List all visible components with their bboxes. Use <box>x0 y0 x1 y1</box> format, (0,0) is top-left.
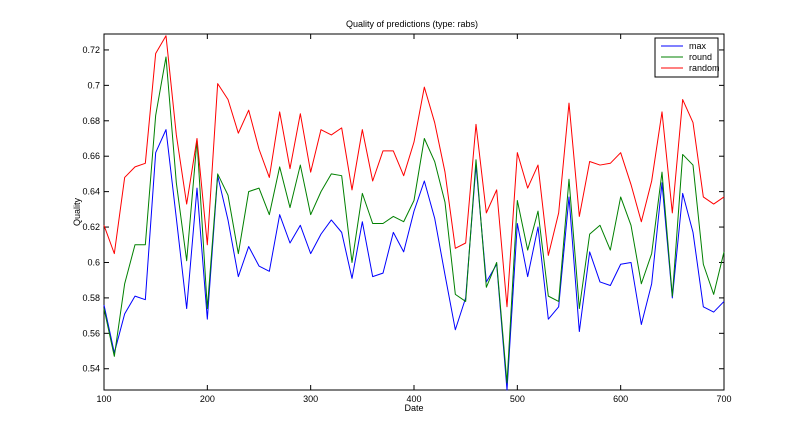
x-tick-label: 100 <box>96 394 111 404</box>
x-axis-label: Date <box>404 403 423 413</box>
y-tick-label: 0.72 <box>82 45 100 55</box>
legend-label-round: round <box>689 52 712 62</box>
x-tick-label: 700 <box>716 394 731 404</box>
x-axis: 100 200 300 400 500 600 700 <box>96 34 732 404</box>
y-tick-label: 0.7 <box>87 80 100 90</box>
y-tick-label: 0.66 <box>82 151 100 161</box>
y-tick-label: 0.58 <box>82 293 100 303</box>
chart-title: Quality of predictions (type: rabs) <box>346 19 478 29</box>
legend-label-max: max <box>689 41 707 51</box>
y-tick-label: 0.6 <box>87 257 100 267</box>
series-line-random <box>103 35 725 308</box>
y-tick-label: 0.54 <box>82 364 100 374</box>
x-tick-label: 600 <box>613 394 628 404</box>
x-tick-label: 500 <box>510 394 525 404</box>
y-tick-label: 0.64 <box>82 187 100 197</box>
x-tick-label: 300 <box>303 394 318 404</box>
legend-label-random: random <box>689 63 720 73</box>
y-axis: 0.54 0.56 0.58 0.6 0.62 0.64 0.66 0.68 0.7 0.72 <box>82 45 724 374</box>
y-tick-label: 0.56 <box>82 328 100 338</box>
y-axis-label: Quality <box>72 197 82 226</box>
series-lines <box>103 35 725 391</box>
y-tick-label: 0.68 <box>82 116 100 126</box>
series-line-max <box>103 129 725 391</box>
y-tick-label: 0.62 <box>82 222 100 232</box>
series-line-round <box>103 56 725 384</box>
x-tick-label: 200 <box>200 394 215 404</box>
x-tick-label: 400 <box>406 394 421 404</box>
